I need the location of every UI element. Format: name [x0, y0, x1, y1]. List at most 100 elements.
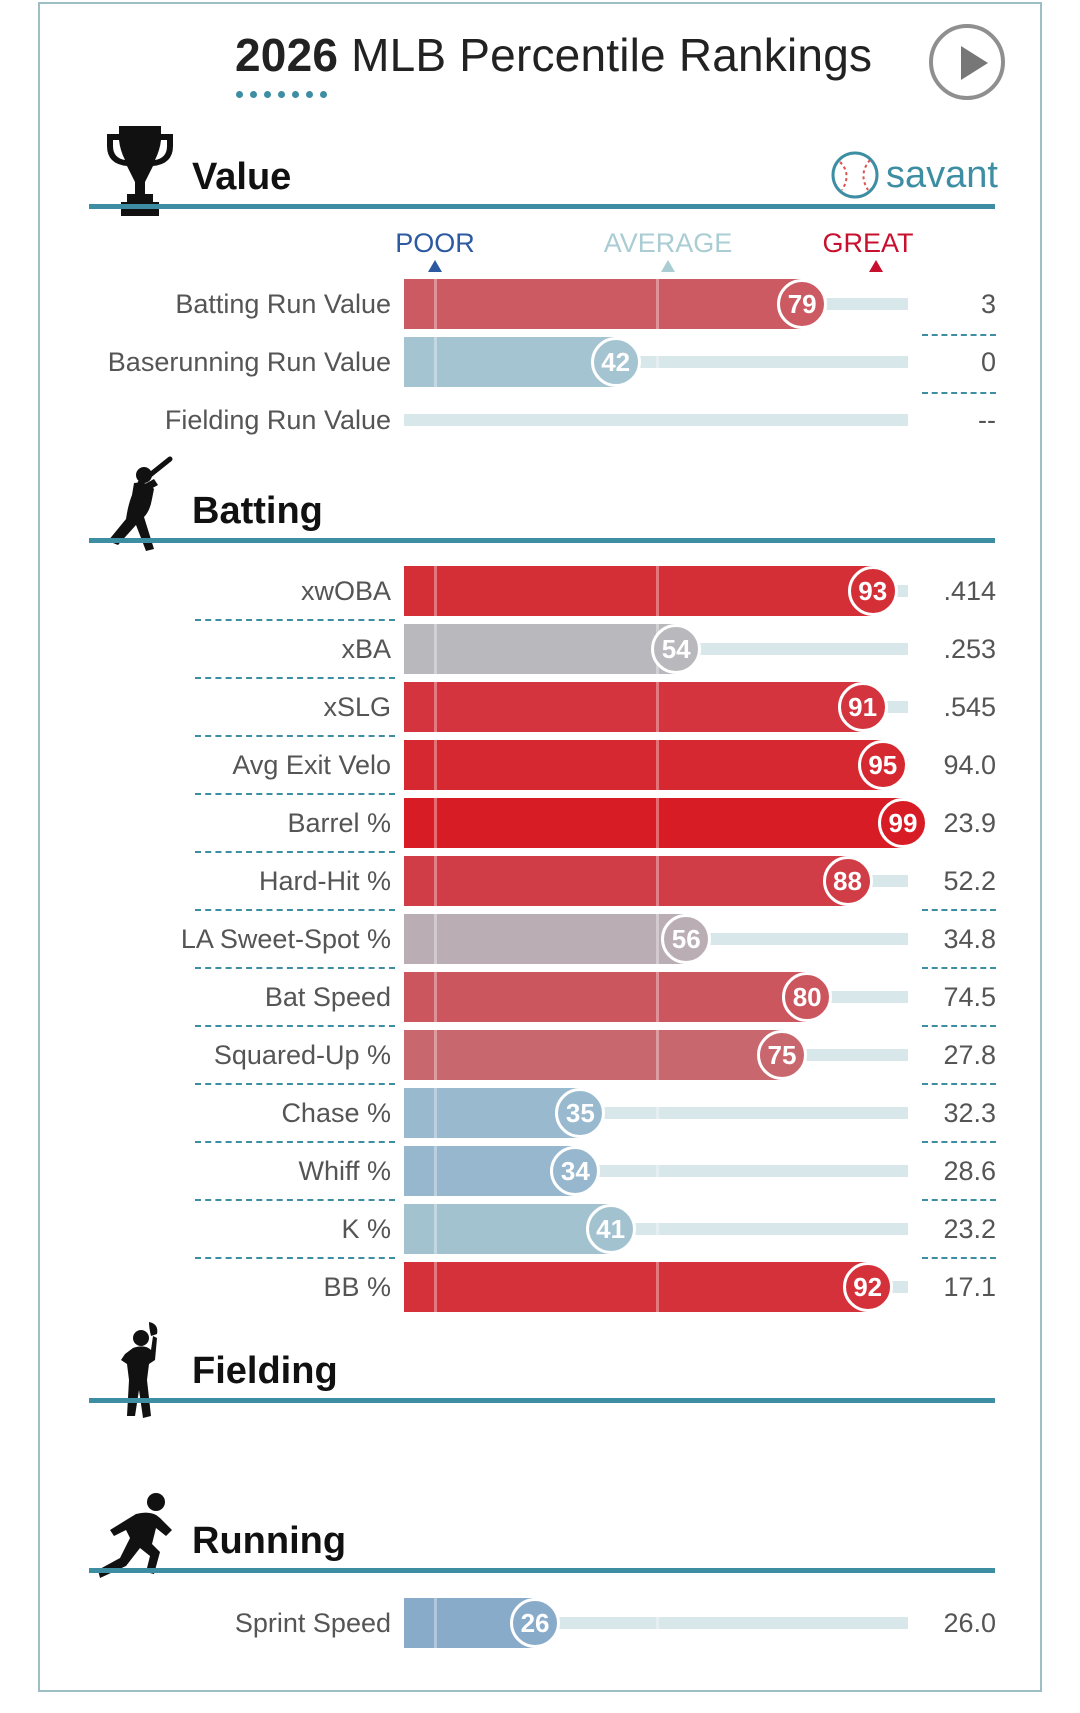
metric-row[interactable]: BB % 92 17.1	[0, 1262, 1080, 1320]
scale-tick	[656, 1146, 659, 1196]
metric-label: Fielding Run Value	[164, 405, 391, 435]
percentile-bar	[404, 624, 677, 674]
percentile-bubble[interactable]: 34	[550, 1146, 601, 1196]
page-title: 2026 MLB Percentile Rankings	[235, 28, 872, 82]
percentile-bar	[404, 566, 873, 616]
metric-value: .545	[943, 692, 996, 722]
scale-tick	[434, 1262, 437, 1312]
metric-row[interactable]: K % 41 23.2	[0, 1204, 1080, 1262]
percentile-bubble[interactable]: 54	[651, 624, 702, 674]
scale-tick	[434, 1598, 437, 1648]
title-dots	[236, 91, 327, 98]
percentile-bubble[interactable]: 91	[837, 682, 888, 732]
percentile-bubble[interactable]: 75	[757, 1030, 807, 1080]
metric-row[interactable]: Bat Speed 80 74.5	[0, 972, 1080, 1030]
scale-label-great: GREAT	[822, 228, 914, 258]
savant-logo[interactable]: savant	[830, 150, 998, 200]
percentile-bubble[interactable]: 35	[555, 1088, 606, 1138]
percentile-bubble[interactable]: 79	[777, 279, 828, 329]
metric-value: 28.6	[943, 1156, 996, 1186]
percentile-bubble[interactable]: 93	[847, 566, 898, 616]
metric-row[interactable]: Batting Run Value 79 3	[0, 279, 1080, 337]
row-separator	[195, 677, 395, 679]
scale-tick	[434, 914, 437, 964]
metric-row[interactable]: Chase % 35 32.3	[0, 1088, 1080, 1146]
play-button[interactable]	[929, 24, 1005, 100]
row-separator	[195, 1025, 395, 1027]
percentile-track	[404, 414, 908, 426]
percentile-bubble[interactable]: 99	[877, 798, 928, 848]
metric-row[interactable]: Avg Exit Velo 95 94.0	[0, 740, 1080, 798]
metric-value: 26.0	[943, 1608, 996, 1638]
scale-tick	[434, 1204, 437, 1254]
section-title-value: Value	[192, 156, 292, 198]
metric-label: Bat Speed	[264, 982, 391, 1012]
metric-label: LA Sweet-Spot %	[180, 924, 391, 954]
scale-tick	[656, 914, 659, 964]
metric-row[interactable]: Barrel % 99 23.9	[0, 798, 1080, 856]
percentile-bar	[404, 337, 616, 387]
metric-value: .414	[943, 576, 996, 606]
metric-row[interactable]: Fielding Run Value --	[0, 395, 1080, 453]
percentile-bubble[interactable]: 56	[661, 914, 712, 964]
scale-tick	[434, 972, 437, 1022]
percentile-bar	[404, 740, 883, 790]
percentile-bubble[interactable]: 26	[510, 1598, 561, 1648]
metric-label: Whiff %	[298, 1156, 391, 1186]
scale-tick	[434, 337, 437, 387]
scale-arrow-great	[869, 260, 883, 272]
section-title-batting: Batting	[192, 490, 323, 532]
percentile-bar	[404, 1088, 581, 1138]
metric-row[interactable]: xSLG 91 .545	[0, 682, 1080, 740]
percentile-bar	[404, 682, 863, 732]
metric-row[interactable]: Whiff % 34 28.6	[0, 1146, 1080, 1204]
metric-row[interactable]: xwOBA 93 .414	[0, 566, 1080, 624]
percentile-bubble[interactable]: 42	[590, 337, 641, 387]
metric-label: Batting Run Value	[175, 289, 391, 319]
percentile-bar	[404, 1030, 782, 1080]
percentile-bubble[interactable]: 80	[782, 972, 833, 1022]
row-separator	[922, 1199, 996, 1201]
scale-arrow-average	[661, 260, 675, 272]
runner-icon	[98, 1493, 172, 1578]
scale-tick	[656, 682, 659, 732]
row-separator	[922, 334, 996, 336]
metric-value: 23.9	[943, 808, 996, 838]
percentile-bar	[404, 972, 808, 1022]
scale-tick	[656, 972, 659, 1022]
row-separator	[195, 1141, 395, 1143]
metric-row[interactable]: Squared-Up % 75 27.8	[0, 1030, 1080, 1088]
title-text: MLB Percentile Rankings	[351, 29, 873, 81]
percentile-bubble[interactable]: 88	[822, 856, 873, 906]
percentile-bubble[interactable]: 41	[585, 1204, 636, 1254]
metric-row[interactable]: xBA 54 .253	[0, 624, 1080, 682]
scale-tick	[434, 798, 437, 848]
metric-value: 17.1	[943, 1272, 996, 1302]
section-divider-batting	[89, 538, 995, 543]
metric-row[interactable]: Hard-Hit % 88 52.2	[0, 856, 1080, 914]
section-title-fielding: Fielding	[192, 1350, 338, 1392]
percentile-bar	[404, 279, 803, 329]
scale-tick	[434, 856, 437, 906]
metric-label: Sprint Speed	[234, 1608, 391, 1638]
scale-label-poor: POOR	[395, 228, 475, 258]
metric-row[interactable]: Baserunning Run Value 42 0	[0, 337, 1080, 395]
baseball-icon	[831, 151, 879, 199]
metric-row[interactable]: LA Sweet-Spot % 56 34.8	[0, 914, 1080, 972]
metric-label: Chase %	[281, 1098, 391, 1128]
scale-tick	[656, 856, 659, 906]
scale-tick	[656, 798, 659, 848]
row-separator	[195, 1083, 395, 1085]
section-divider-value	[89, 204, 995, 209]
percentile-bar	[404, 914, 687, 964]
row-separator	[195, 909, 395, 911]
percentile-bar	[404, 798, 903, 848]
percentile-bubble[interactable]: 92	[842, 1262, 893, 1312]
scale-tick	[434, 566, 437, 616]
metric-row[interactable]: Sprint Speed 26 26.0	[0, 1598, 1080, 1656]
percentile-bar	[404, 856, 848, 906]
metric-value: 27.8	[943, 1040, 996, 1070]
percentile-bubble[interactable]: 95	[857, 740, 908, 790]
row-separator	[922, 1257, 996, 1259]
scale-tick	[434, 1088, 437, 1138]
